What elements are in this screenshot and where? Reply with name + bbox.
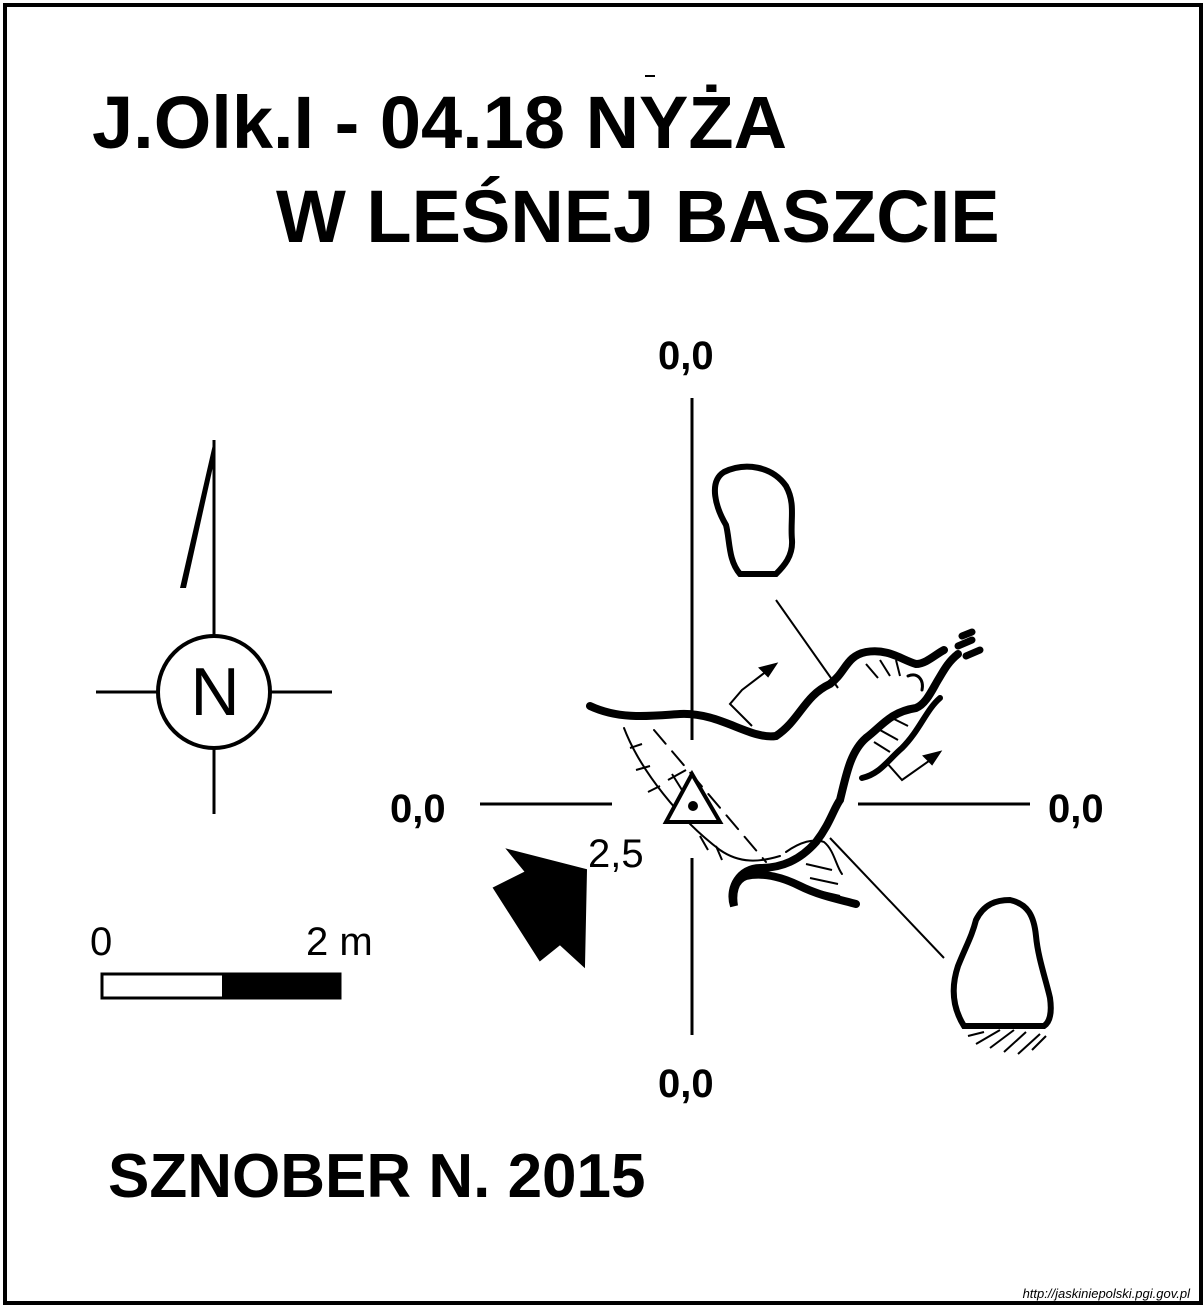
entrance-direction-arrow-icon xyxy=(492,848,588,969)
source-url: http://jaskiniepolski.pgi.gov.pl xyxy=(1022,1286,1190,1301)
depth-label: 2,5 xyxy=(588,832,644,876)
upper-cross-section xyxy=(711,463,796,577)
section-arrow-lower xyxy=(885,750,943,782)
author-credit: SZNOBER N. 2015 xyxy=(108,1142,646,1211)
compass-north-letter: N xyxy=(190,654,240,730)
coordinate-left: 0,0 xyxy=(390,787,446,831)
compass-north-icon xyxy=(96,440,332,814)
cave-outline xyxy=(586,628,984,908)
section-arrow-upper xyxy=(728,662,779,727)
coordinate-top: 0,0 xyxy=(658,334,714,378)
scale-start-label: 0 xyxy=(90,920,113,964)
coordinate-crosshair xyxy=(480,398,1030,1035)
coordinate-right: 0,0 xyxy=(1048,787,1104,831)
lower-cross-section xyxy=(950,896,1054,1055)
map-frame xyxy=(3,3,1203,1305)
upper-section-line xyxy=(775,599,839,689)
cave-title-line1: J.Olk.I - 04.18 NYŻA xyxy=(92,81,788,164)
lower-section-line xyxy=(829,837,945,959)
scale-bar xyxy=(100,972,342,1000)
entrance-triangle-icon xyxy=(662,769,724,824)
coordinate-bottom: 0,0 xyxy=(658,1062,714,1106)
scale-end-label: 2 m xyxy=(306,920,373,964)
cave-title-line2: W LEŚNEJ BASZCIE xyxy=(276,175,1000,258)
floor-hatching xyxy=(629,659,909,897)
